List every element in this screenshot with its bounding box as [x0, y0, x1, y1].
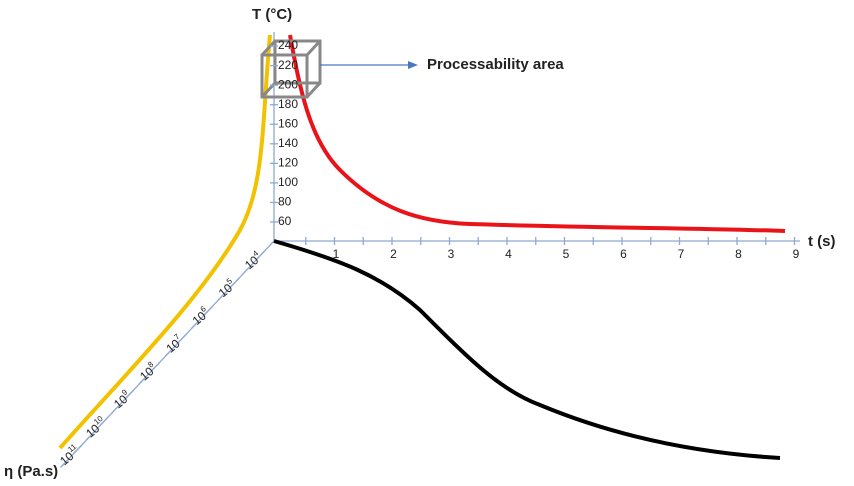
tick-mark [99, 417, 109, 427]
viscosity-tick-label: 109 [110, 387, 134, 411]
temperature-tick-label: 140 [278, 136, 298, 150]
temperature-tick-label: 100 [278, 175, 298, 189]
viscosity-tick-label: 104 [241, 248, 265, 272]
tick-mark [230, 278, 240, 288]
viscosity-tick-label: 107 [162, 332, 186, 356]
viscosity-tick-label: 105 [215, 276, 239, 300]
arrow-head [408, 61, 418, 69]
tick-mark [112, 403, 122, 413]
tick-exp: 6 [199, 304, 209, 314]
viscosity-label: η (Pa.s) [4, 463, 58, 480]
time-tick-label: 8 [735, 247, 742, 261]
time-tick-label: 1 [333, 247, 340, 261]
tick-exp: 5 [225, 276, 235, 286]
tick-mark [86, 431, 96, 441]
time-tick-label: 3 [448, 247, 455, 261]
temperature-tick-label: 200 [278, 77, 298, 91]
tick-exp: 7 [172, 332, 182, 342]
tick-exp: 9 [120, 387, 130, 397]
tick-mark [164, 347, 174, 357]
yellow-curve [58, 34, 272, 450]
tick-mark [190, 319, 200, 329]
processability-box [260, 39, 322, 99]
tick-mark [138, 375, 148, 385]
tick-mark [256, 250, 266, 260]
temperature-tick-label: 80 [278, 195, 292, 209]
tick-mark [59, 458, 69, 468]
time-tick-label: 4 [505, 247, 512, 261]
temperature-tick-label: 120 [278, 156, 298, 170]
tick-mark [243, 264, 253, 274]
tick-mark [177, 333, 187, 343]
temperature-tick-label: 60 [278, 214, 292, 228]
tick-mark [204, 306, 213, 315]
tick-mark [151, 361, 161, 371]
time-tick-label: 6 [620, 247, 627, 261]
black-curve [273, 239, 781, 460]
time-tick-label: 5 [563, 247, 570, 261]
temperature-tick-label: 220 [278, 58, 298, 72]
tick-exp: 4 [251, 248, 261, 258]
temperature-label: T (°C) [252, 6, 292, 23]
temperature-tick-label: 180 [278, 97, 298, 111]
tick-exp: 8 [146, 360, 156, 370]
time-tick-label: 7 [678, 247, 685, 261]
time-label: t (s) [808, 233, 836, 250]
tick-mark [217, 292, 227, 302]
temperature-tick-label: 240 [278, 38, 298, 52]
tick-mark [125, 389, 135, 399]
time-tick-label: 2 [390, 247, 397, 261]
red-curve [288, 34, 786, 233]
time-tick-label: 9 [793, 247, 800, 261]
viscosity-tick-label: 106 [188, 304, 212, 328]
viscosity-tick-label: 108 [136, 360, 160, 384]
tick-mark [73, 445, 82, 454]
temperature-tick-label: 160 [278, 116, 298, 130]
annotation-label: Processability area [427, 56, 564, 73]
